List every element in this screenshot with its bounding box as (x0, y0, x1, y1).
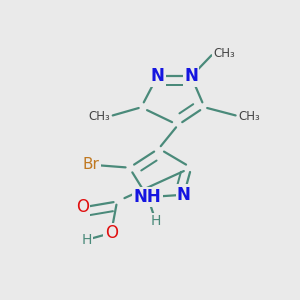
Text: CH₃: CH₃ (213, 47, 235, 60)
Text: H: H (151, 214, 161, 228)
Text: N: N (150, 68, 164, 85)
Text: NH: NH (134, 188, 161, 206)
Text: O: O (105, 224, 118, 242)
Text: Br: Br (83, 157, 100, 172)
Text: N: N (177, 186, 191, 204)
Text: N: N (184, 68, 198, 85)
Text: CH₃: CH₃ (238, 110, 260, 123)
Text: H: H (82, 233, 92, 247)
Text: CH₃: CH₃ (88, 110, 110, 123)
Text: O: O (76, 198, 89, 216)
